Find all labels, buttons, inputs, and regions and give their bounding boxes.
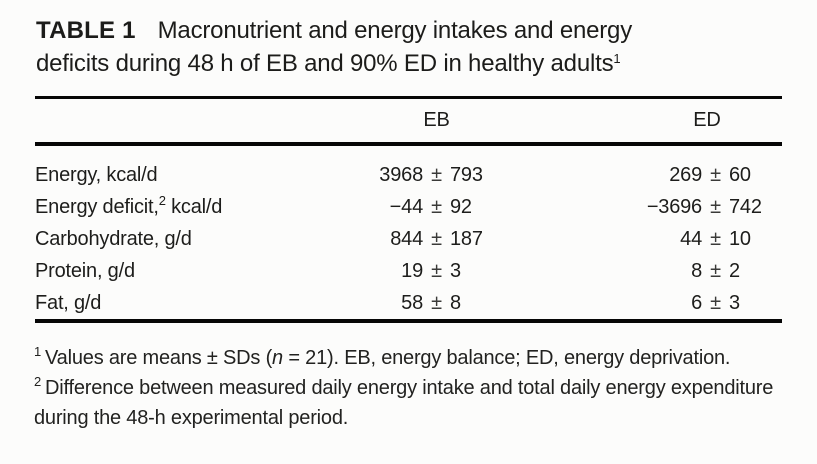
row-label: Energy, kcal/d (35, 159, 353, 191)
row-label-unit: kcal/d (165, 196, 223, 218)
plus-minus-sign: ± (710, 292, 721, 314)
ed-mean: 8 (691, 260, 702, 282)
eb-value: 58 ±8 (353, 287, 520, 319)
ed-mean: 6 (691, 292, 702, 314)
eb-value: −44 ±92 (353, 191, 520, 223)
table-row: Energy deficit,2 kcal/d −44 ±92 −3696 ±742 (35, 191, 782, 223)
ed-sd: 60 (729, 164, 751, 186)
ed-mean: −3696 (646, 196, 702, 218)
ed-sd: 10 (729, 228, 751, 250)
bottom-rule (35, 319, 782, 323)
plus-minus-sign: ± (431, 260, 442, 282)
ed-sd: 3 (729, 292, 740, 314)
table-title-line-2: deficits during 48 h of EB and 90% ED in… (36, 47, 782, 80)
footnote-1-italic-n: n (272, 347, 283, 369)
column-gap (520, 159, 632, 191)
ed-value: 44 ±10 (632, 223, 782, 255)
footnote-1-text-post: = 21). EB, energy balance; ED, energy de… (282, 347, 731, 369)
plus-minus-sign: ± (431, 292, 442, 314)
eb-mean: −44 (389, 196, 424, 218)
eb-value: 844 ±187 (353, 223, 520, 255)
table-title-text-2: deficits during 48 h of EB and 90% ED in… (36, 50, 614, 77)
plus-minus-sign: ± (710, 164, 721, 186)
table-body: Energy, kcal/d 3968 ±793 269 ±60 Energy de… (35, 146, 782, 319)
paper-table-page: TABLE 1 Macronutrient and energy intakes … (0, 14, 817, 464)
row-label-text: Protein, g/d (35, 260, 135, 282)
row-label: Fat, g/d (35, 287, 353, 319)
top-rule (35, 96, 782, 99)
eb-value: 19 ±3 (353, 255, 520, 287)
eb-sd: 8 (450, 292, 461, 314)
eb-mean: 3968 (379, 164, 423, 186)
eb-value: 3968 ±793 (353, 159, 520, 191)
plus-minus-sign: ± (431, 196, 442, 218)
ed-value: 8 ±2 (632, 255, 782, 287)
row-label: Carbohydrate, g/d (35, 223, 353, 255)
row-label-text: Carbohydrate, g/d (35, 228, 192, 250)
plus-minus-sign: ± (431, 164, 442, 186)
ed-value: −3696 ±742 (632, 191, 782, 223)
row-label-text: Energy deficit, (35, 196, 159, 218)
row-label: Protein, g/d (35, 255, 353, 287)
column-header-eb: EB (423, 109, 450, 131)
footnote-1-text-pre: Values are means ± SDs ( (45, 347, 273, 369)
table-header-row: EB ED (35, 99, 782, 142)
header-rule (35, 142, 782, 146)
data-table: EB ED Energy, kcal/d 3968 ±793 269 ±60 Ene… (35, 96, 782, 323)
ed-value: 6 ±3 (632, 287, 782, 319)
eb-sd: 92 (450, 196, 472, 218)
table-number-label: TABLE 1 (36, 17, 136, 44)
row-label: Energy deficit,2 kcal/d (35, 191, 353, 223)
table-title-text-1: Macronutrient and energy intakes and ene… (157, 17, 633, 44)
table-row: Fat, g/d 58 ±8 6 ±3 (35, 287, 782, 319)
ed-value: 269 ±60 (632, 159, 782, 191)
plus-minus-sign: ± (431, 228, 442, 250)
table-row: Energy, kcal/d 3968 ±793 269 ±60 (35, 159, 782, 191)
column-gap (520, 255, 632, 287)
footnote-2: 2 Difference between measured daily energ… (34, 373, 815, 433)
eb-mean: 58 (401, 292, 423, 314)
title-footnote-ref: 1 (613, 51, 621, 66)
row-label-sup: 2 (158, 193, 166, 208)
ed-mean: 44 (680, 228, 702, 250)
row-label-text: Fat, g/d (35, 292, 102, 314)
table-title-line-1: TABLE 1 Macronutrient and energy intakes … (36, 14, 782, 47)
footnote-2-marker: 2 (34, 374, 42, 389)
plus-minus-sign: ± (710, 196, 721, 218)
footnotes: 1 Values are means ± SDs (n = 21). EB, en… (34, 343, 815, 433)
table-title: TABLE 1 Macronutrient and energy intakes … (36, 14, 782, 80)
plus-minus-sign: ± (710, 260, 721, 282)
column-header-ed: ED (693, 109, 721, 131)
footnote-2-line-2: during the 48-h experimental period. (34, 407, 349, 429)
eb-sd: 793 (450, 164, 483, 186)
table-row: Protein, g/d 19 ±3 8 ±2 (35, 255, 782, 287)
eb-sd: 3 (450, 260, 461, 282)
footnote-1-marker: 1 (34, 344, 42, 359)
footnote-1: 1 Values are means ± SDs (n = 21). EB, en… (34, 343, 815, 373)
ed-mean: 269 (669, 164, 702, 186)
column-gap (520, 287, 632, 319)
footnote-2-line-1: Difference between measured daily energy… (45, 377, 774, 399)
table-row: Carbohydrate, g/d 844 ±187 44 ±10 (35, 223, 782, 255)
eb-mean: 19 (401, 260, 423, 282)
plus-minus-sign: ± (710, 228, 721, 250)
eb-mean: 844 (390, 228, 423, 250)
ed-sd: 742 (729, 196, 762, 218)
eb-sd: 187 (450, 228, 483, 250)
ed-sd: 2 (729, 260, 740, 282)
row-label-text: Energy, kcal/d (35, 164, 158, 186)
column-gap (520, 223, 632, 255)
column-gap (520, 191, 632, 223)
